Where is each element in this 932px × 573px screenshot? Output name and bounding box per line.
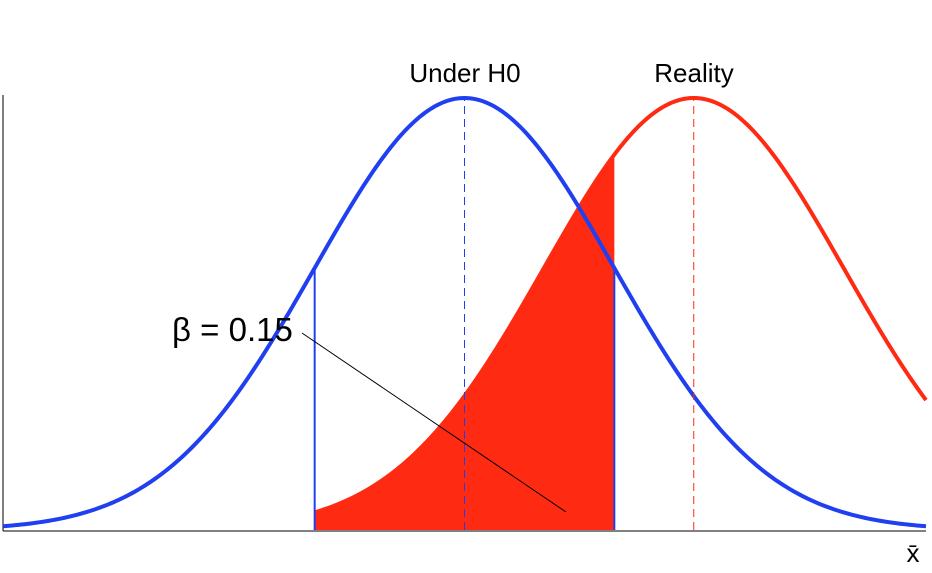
beta-pointer-line xyxy=(301,332,567,513)
beta-label: β = 0.15 xyxy=(172,311,293,348)
reality-curve xyxy=(314,95,928,515)
beta-region xyxy=(314,154,615,531)
reality-label: Reality xyxy=(654,58,733,88)
h0-label: Under H0 xyxy=(409,58,520,88)
x-axis-label: x̄ xyxy=(907,538,920,568)
